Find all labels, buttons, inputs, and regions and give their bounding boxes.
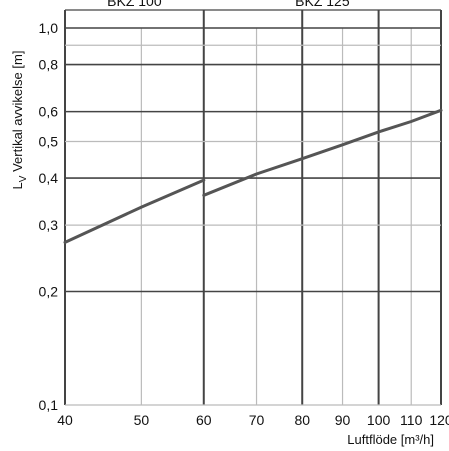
y-axis-title-rest: Vertikal avvikelse [m] [10,51,25,176]
x-tick-label: 90 [335,412,351,428]
x-tick-label: 50 [134,412,150,428]
series-line-1 [63,178,206,244]
grid [64,9,442,406]
y-tick-label: 0,4 [39,170,59,186]
y-tick-label: 0,2 [39,284,59,300]
y-tick-label: 0,3 [39,217,59,233]
section-label: BKZ 125 [295,0,350,9]
y-axis-title-prefix: L [10,182,25,189]
series-line-2 [202,108,443,197]
y-tick-label: 0,6 [39,104,59,120]
x-tick-label: 100 [367,412,391,428]
x-tick-label: 120 [429,412,449,428]
x-tick-label: 70 [249,412,265,428]
y-tick-label: 1,0 [39,20,59,36]
y-tick-label: 0,8 [39,57,59,73]
x-axis-title: Luftflöde [m³/h] [347,432,434,447]
x-tick-label: 110 [400,412,423,428]
x-tick-label: 80 [294,412,310,428]
x-tick-label: 40 [57,412,73,428]
y-axis-title-subscript: V [18,175,29,182]
x-tick-label: 60 [196,412,212,428]
series-lines [63,108,443,244]
tick-labels: 1,0 0,8 0,6 0,5 0,4 0,3 0,2 0,140 60 80 100 120 50 70… [39,0,449,428]
y-axis-title: LV Vertikal avvikelse [m] [10,51,29,190]
y-tick-label: 0,5 [39,133,59,149]
section-label: BKZ 100 [107,0,162,9]
y-tick-label: 0,1 [39,397,59,413]
